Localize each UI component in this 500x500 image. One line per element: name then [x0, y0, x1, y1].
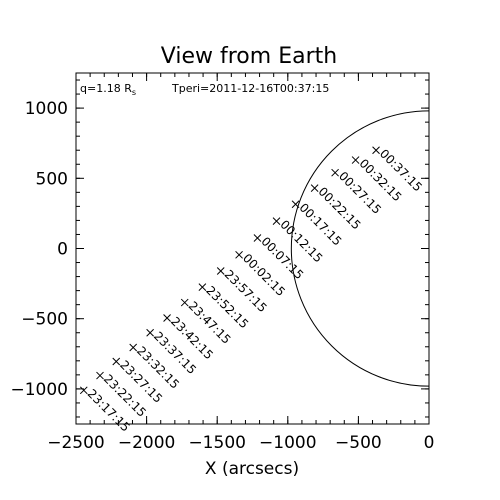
x-tick-label: −1000 [259, 433, 317, 453]
y-tick-label: 500 [36, 169, 68, 189]
x-axis-label: X (arcsecs) [205, 459, 299, 479]
x-tick-label: −1500 [188, 433, 246, 453]
annotation-left: q=1.18 Rs [80, 82, 136, 97]
chart-title: View from Earth [161, 44, 337, 69]
y-tick-label: −500 [21, 310, 68, 330]
x-tick-label: −500 [335, 433, 382, 453]
x-tick-label: −2500 [47, 433, 105, 453]
data-points: 23:17:1523:22:1523:27:1523:32:1523:37:15… [80, 146, 425, 434]
annotation-right: Tperi=2011-12-16T00:37:15 [171, 82, 329, 95]
x-tick-label: 0 [424, 433, 435, 453]
x-tick-label: −2000 [118, 433, 176, 453]
y-tick-label: 1000 [25, 99, 68, 119]
y-tick-label: −1000 [10, 380, 68, 400]
annotation-left-subscript: s [132, 88, 136, 97]
y-tick-label: 0 [57, 240, 68, 260]
solar-disk [291, 111, 500, 386]
y-axis: 1000 500 0 −500 −1000 [10, 80, 429, 417]
